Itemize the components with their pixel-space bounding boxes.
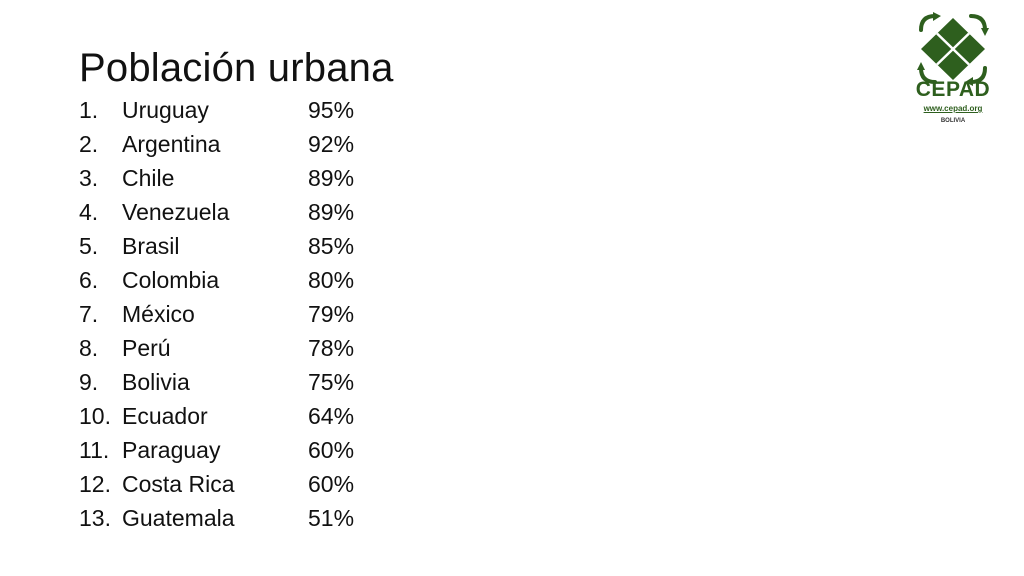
slide-title: Población urbana bbox=[79, 46, 394, 90]
list-item-country: Argentina bbox=[122, 131, 221, 157]
list-item-percentage: 89% bbox=[308, 199, 355, 225]
list-item-number: 3. bbox=[79, 165, 99, 191]
logo-country: BOLIVIA bbox=[940, 118, 966, 124]
list-item-percentage: 78% bbox=[308, 335, 355, 361]
list-item-number: 2. bbox=[79, 131, 99, 157]
list-item: 8. Perú 78% bbox=[79, 331, 499, 365]
list-item-country: Guatemala bbox=[122, 505, 235, 531]
list-item-country: Colombia bbox=[122, 267, 220, 293]
list-item-percentage: 79% bbox=[308, 301, 355, 327]
list-item: 1. Uruguay 95% bbox=[79, 93, 499, 127]
list-item: 5. Brasil 85% bbox=[79, 229, 499, 263]
list-item-country: Paraguay bbox=[122, 437, 221, 463]
list-item-number: 5. bbox=[79, 233, 99, 259]
list-item-percentage: 92% bbox=[308, 131, 355, 157]
list-item-number: 10. bbox=[79, 403, 111, 429]
list-item: 13. Guatemala 51% bbox=[79, 501, 499, 535]
list-item-percentage: 80% bbox=[308, 267, 355, 293]
list-item-percentage: 51% bbox=[308, 505, 355, 531]
list-item-number: 9. bbox=[79, 369, 99, 395]
list-item-country: México bbox=[122, 301, 195, 327]
list-item-percentage: 85% bbox=[308, 233, 355, 259]
list-item-country: Costa Rica bbox=[122, 471, 235, 497]
list-item: 11. Paraguay 60% bbox=[79, 433, 499, 467]
list-item-country: Perú bbox=[122, 335, 171, 361]
list-item-number: 1. bbox=[79, 97, 99, 123]
list-item-country: Venezuela bbox=[122, 199, 230, 225]
logo-url[interactable]: www.cepad.org bbox=[923, 104, 983, 113]
list-item-percentage: 89% bbox=[308, 165, 355, 191]
list-item-number: 11. bbox=[79, 437, 110, 463]
list-item: 10. Ecuador 64% bbox=[79, 399, 499, 433]
list-item: 9. Bolivia 75% bbox=[79, 365, 499, 399]
list-item: 12. Costa Rica 60% bbox=[79, 467, 499, 501]
list-item-percentage: 64% bbox=[308, 403, 355, 429]
list-item-number: 13. bbox=[79, 505, 111, 531]
list-item-percentage: 75% bbox=[308, 369, 355, 395]
list-item-percentage: 60% bbox=[308, 471, 355, 497]
list-item: 3. Chile 89% bbox=[79, 161, 499, 195]
list-item: 2. Argentina 92% bbox=[79, 127, 499, 161]
urban-population-list: 1. Uruguay 95% 2. Argentina 92% 3. Chile 89% 4. Ve… bbox=[79, 93, 499, 535]
list-item-number: 8. bbox=[79, 335, 99, 361]
logo-name: CEPAD bbox=[915, 78, 991, 101]
list-item: 6. Colombia 80% bbox=[79, 263, 499, 297]
recycle-diamond-icon bbox=[917, 12, 989, 86]
list-item-country: Ecuador bbox=[122, 403, 208, 429]
list-item-country: Uruguay bbox=[122, 97, 209, 123]
list-item-country: Bolivia bbox=[122, 369, 190, 395]
list-item: 7. México 79% bbox=[79, 297, 499, 331]
list-item-number: 12. bbox=[79, 471, 111, 497]
list-item-country: Chile bbox=[122, 165, 175, 191]
list-item-percentage: 95% bbox=[308, 97, 355, 123]
list-item-number: 6. bbox=[79, 267, 99, 293]
list-item-percentage: 60% bbox=[308, 437, 355, 463]
cepad-logo: CEPAD www.cepad.org BOLIVIA bbox=[908, 10, 998, 130]
list-item-number: 4. bbox=[79, 199, 99, 225]
list-item: 4. Venezuela 89% bbox=[79, 195, 499, 229]
list-item-number: 7. bbox=[79, 301, 99, 327]
list-item-country: Brasil bbox=[122, 233, 180, 259]
